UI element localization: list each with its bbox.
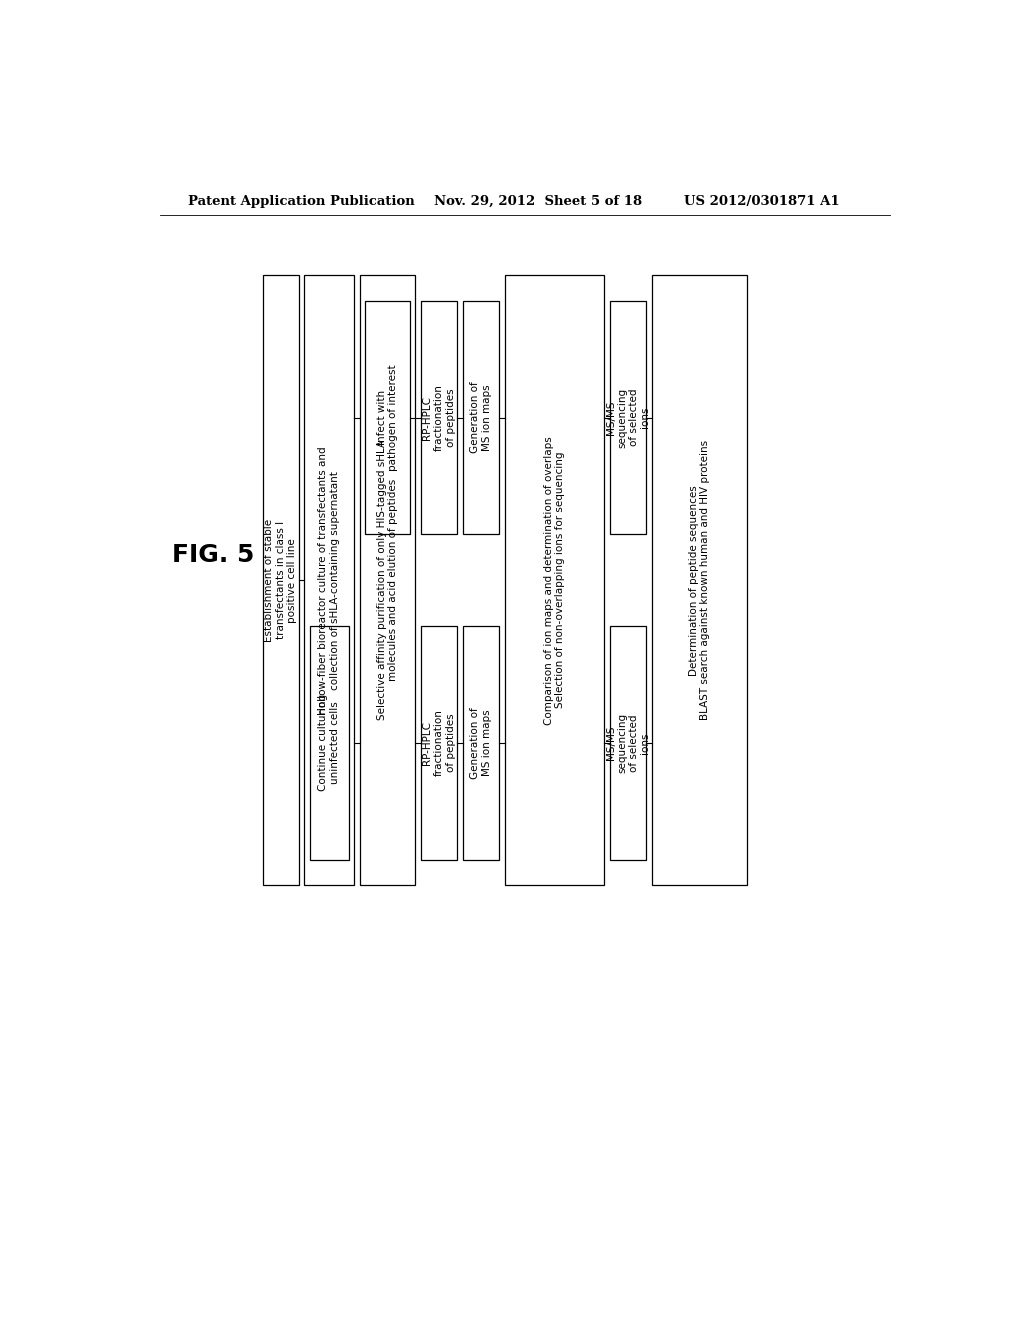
Text: Patent Application Publication: Patent Application Publication xyxy=(187,194,415,207)
Bar xyxy=(463,626,500,859)
Bar xyxy=(421,301,458,535)
Text: Determination of peptide sequences
BLAST search against known human and HIV prot: Determination of peptide sequences BLAST… xyxy=(688,440,711,721)
Text: Establishment of stable
transfectants in class I
positive cell line: Establishment of stable transfectants in… xyxy=(264,519,297,642)
Text: MS/MS
sequencing
of selected
ions: MS/MS sequencing of selected ions xyxy=(605,388,650,447)
Bar xyxy=(366,301,410,535)
Text: Continue culturing
uninfected cells: Continue culturing uninfected cells xyxy=(318,694,340,792)
Text: RP-HPLC
fractionation
of peptides: RP-HPLC fractionation of peptides xyxy=(423,709,456,776)
Text: Hollow-fiber bioreactor culture of transfectants and
collection of sHLA-containi: Hollow-fiber bioreactor culture of trans… xyxy=(318,446,340,714)
Bar xyxy=(359,276,416,886)
Text: Generation of
MS ion maps: Generation of MS ion maps xyxy=(470,381,492,454)
Text: Generation of
MS ion maps: Generation of MS ion maps xyxy=(470,708,492,779)
Text: Selective affinity purification of only HIS-tagged sHLA
molecules and acid eluti: Selective affinity purification of only … xyxy=(377,440,398,721)
Bar xyxy=(304,276,354,886)
Bar xyxy=(421,626,458,859)
Bar xyxy=(652,276,748,886)
Bar xyxy=(263,276,299,886)
Text: RP-HPLC
fractionation
of peptides: RP-HPLC fractionation of peptides xyxy=(423,384,456,451)
Bar xyxy=(463,301,500,535)
Bar xyxy=(609,626,646,859)
Text: Nov. 29, 2012  Sheet 5 of 18: Nov. 29, 2012 Sheet 5 of 18 xyxy=(433,194,642,207)
Text: MS/MS
sequencing
of selected
ions: MS/MS sequencing of selected ions xyxy=(605,713,650,774)
Text: Infect with
pathogen of interest: Infect with pathogen of interest xyxy=(377,364,398,471)
Text: US 2012/0301871 A1: US 2012/0301871 A1 xyxy=(684,194,839,207)
Bar xyxy=(309,626,348,859)
Text: Comparison of ion maps and determination of overlaps
Selection of non-overlappin: Comparison of ion maps and determination… xyxy=(544,436,565,725)
Text: FIG. 5: FIG. 5 xyxy=(172,543,254,566)
Bar xyxy=(609,301,646,535)
Bar xyxy=(505,276,604,886)
